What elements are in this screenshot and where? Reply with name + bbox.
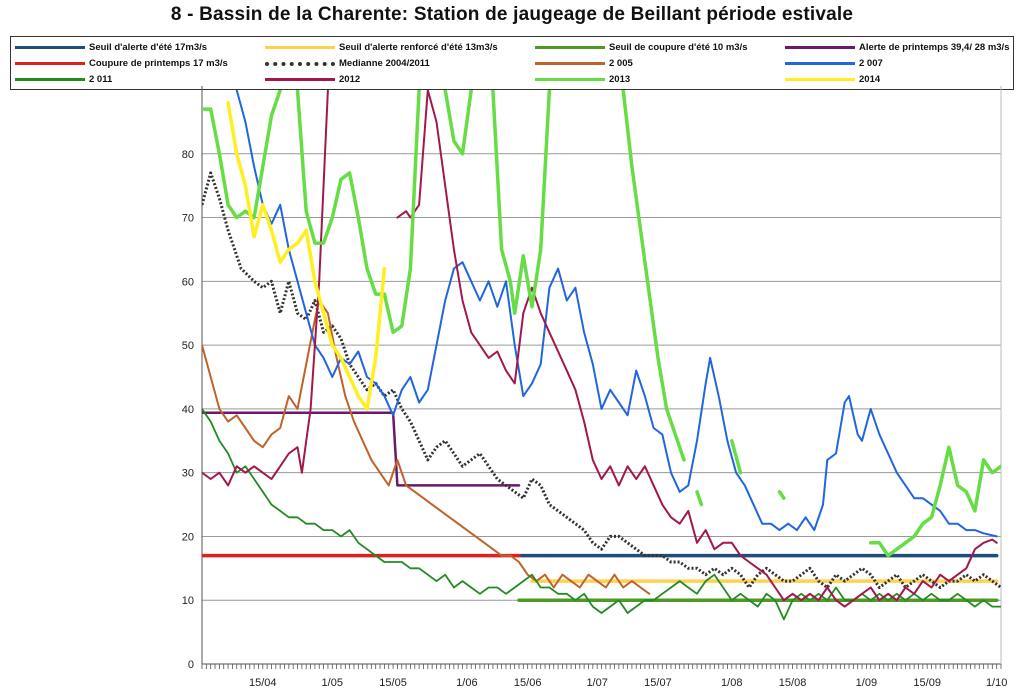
series-line [202,407,1001,621]
legend-item: Medianne 2004/2011 [265,56,430,71]
series-line [235,90,998,538]
x-tick-label: 1/06 [456,677,477,689]
legend-label: 2 007 [859,58,883,69]
legend-label: Alerte de printemps 39,4/ 28 m3/s [859,42,1010,53]
series-line [295,90,421,335]
legend-swatch [535,46,605,49]
series-line [868,445,1001,558]
y-tick-label: 50 [182,340,194,352]
x-tick-label: 15/04 [249,677,277,689]
legend-swatch [785,46,855,49]
chart-title: 8 - Bassin de la Charente: Station de ja… [170,4,854,25]
legend-item: 2012 [265,72,360,87]
legend-swatch [265,46,335,49]
x-tick-label: 15/08 [779,677,807,689]
y-tick-label: 0 [188,659,194,671]
legend-label: 2013 [609,74,631,85]
legend-swatch [785,62,855,65]
legend-item: 2013 [535,72,630,87]
x-tick-label: 1/07 [586,677,607,689]
legend-label: Coupure de printemps 17 m3/s [89,58,228,69]
legend: Seuil d'alerte d'été 17m3/s Seuil d'alert… [10,36,1014,90]
series-line [226,101,387,411]
series-line [621,90,686,462]
legend-item: 2 011 [15,72,112,87]
series-line [695,490,704,507]
series-line [491,90,552,315]
x-tick-label: 15/07 [644,677,672,689]
legend-label: 2012 [339,74,361,85]
legend-label: 2 011 [89,74,113,85]
legend-swatch [15,78,85,81]
x-tick-label: 15/09 [913,677,941,689]
legend-swatch [785,78,855,81]
y-tick-label: 10 [182,595,194,607]
legend-swatch [15,46,85,49]
legend-item: Seuil d'alerte renforcé d'été 13m3/s [265,40,498,55]
series-line [443,90,473,156]
x-tick-label: 1/05 [322,677,343,689]
legend-label: Seuil d'alerte d'été 17m3/s [89,42,208,53]
legend-swatch [265,61,335,66]
series-line [202,171,1001,589]
y-tick-label: 20 [182,531,194,543]
series-line [202,411,521,487]
x-tick-label: 15/06 [514,677,542,689]
legend-swatch [535,62,605,65]
series-line [396,90,998,608]
legend-swatch [15,62,85,65]
series-line [730,439,743,475]
legend-item: 2 007 [785,56,883,71]
legend-swatch [535,78,605,81]
legend-item: 2 005 [535,56,633,71]
legend-label: 2 005 [609,58,633,69]
series-line [202,90,329,487]
legend-label: Seuil d'alerte renforcé d'été 13m3/s [339,42,498,53]
legend-item: Seuil de coupure d'été 10 m3/s [535,40,747,55]
series-line [202,90,282,220]
x-tick-label: 1/09 [856,677,877,689]
legend-item: 2014 [785,72,880,87]
legend-item: Seuil d'alerte d'été 17m3/s [15,40,207,55]
x-tick-label: 1/10 [986,677,1007,689]
series-group [202,90,1001,621]
series-line [202,299,651,595]
legend-item: Alerte de printemps 39,4/ 28 m3/s [785,40,1009,55]
legend-swatch [265,78,335,81]
legend-item: Coupure de printemps 17 m3/s [15,56,228,71]
legend-label: Seuil de coupure d'été 10 m3/s [609,42,748,53]
x-tick-label: 1/08 [721,677,742,689]
series-line [777,490,786,500]
legend-label: 2014 [859,74,881,85]
x-tick-label: 15/05 [379,677,407,689]
y-tick-label: 60 [182,276,194,288]
legend-label: Medianne 2004/2011 [339,58,430,69]
y-tick-label: 70 [182,213,194,225]
y-tick-label: 80 [182,149,194,161]
y-tick-label: 30 [182,468,194,480]
y-tick-label: 40 [182,404,194,416]
